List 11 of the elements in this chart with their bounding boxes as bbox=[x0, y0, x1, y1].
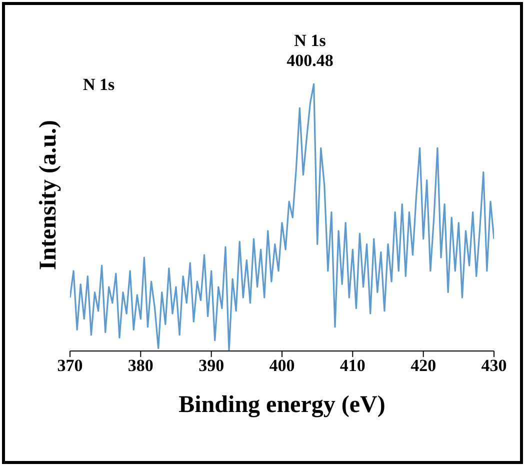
x-tick-label: 430 bbox=[481, 356, 507, 376]
x-axis-title: Binding energy (eV) bbox=[178, 392, 386, 418]
x-tick-label: 370 bbox=[57, 356, 83, 376]
annotation: N 1s bbox=[83, 75, 115, 95]
x-tick-label: 420 bbox=[410, 356, 436, 376]
y-axis-title: Intensity (a.u.) bbox=[36, 120, 62, 270]
text: N 1s 400.48 bbox=[286, 31, 334, 71]
x-tick-label: 390 bbox=[198, 356, 224, 376]
x-tick-label: 400 bbox=[269, 356, 295, 376]
x-tick-label: 380 bbox=[128, 356, 154, 376]
x-tick-label: 410 bbox=[340, 356, 366, 376]
